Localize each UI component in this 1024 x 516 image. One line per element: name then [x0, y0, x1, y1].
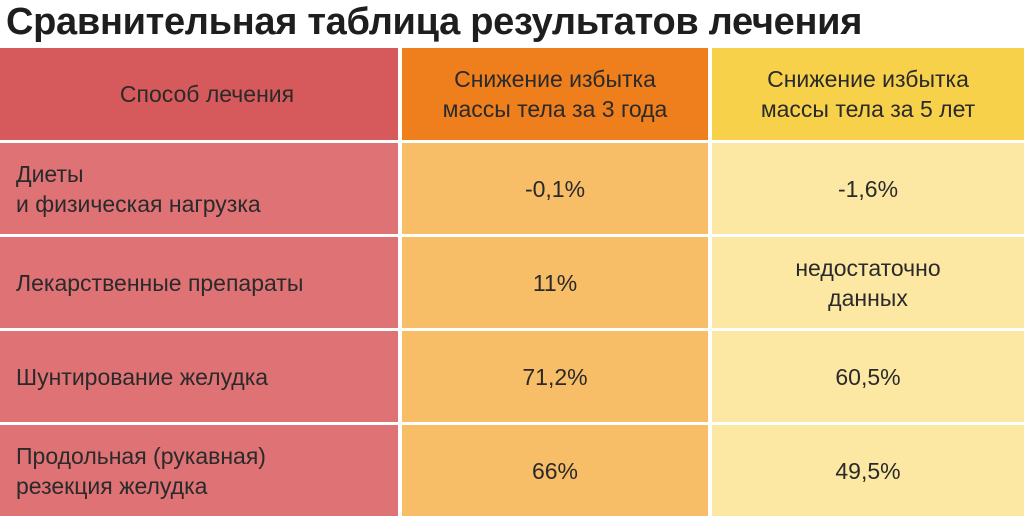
comparison-table: Способ лечения Снижение избытка массы те…: [0, 48, 1024, 516]
header-5-years: Снижение избытка массы тела за 5 лет: [712, 48, 1024, 140]
row-method: Шунтирование желудка: [0, 331, 398, 422]
header-3-years: Снижение избытка массы тела за 3 года: [402, 48, 708, 140]
row-value-5-years: 49,5%: [712, 425, 1024, 516]
row-method: Продольная (рукавная) резекция желудка: [0, 425, 398, 516]
header-method: Способ лечения: [0, 48, 398, 140]
page-title: Сравнительная таблица результатов лечени…: [6, 1, 863, 43]
row-value-3-years: 11%: [402, 237, 708, 328]
row-value-5-years: 60,5%: [712, 331, 1024, 422]
row-value-5-years: недостаточно данных: [712, 237, 1024, 328]
row-value-3-years: 66%: [402, 425, 708, 516]
row-value-3-years: -0,1%: [402, 143, 708, 234]
row-value-3-years: 71,2%: [402, 331, 708, 422]
row-method: Лекарственные препараты: [0, 237, 398, 328]
row-value-5-years: -1,6%: [712, 143, 1024, 234]
row-method: Диеты и физическая нагрузка: [0, 143, 398, 234]
